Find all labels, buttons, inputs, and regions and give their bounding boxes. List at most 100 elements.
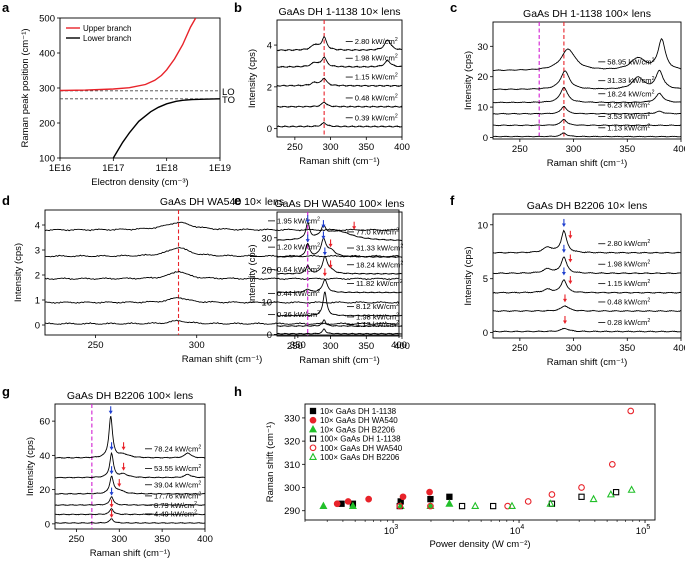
series-label: 11.82 kW/cm2: [356, 279, 403, 288]
x-tick-label: 250: [88, 340, 104, 351]
y-tick-label: 20: [261, 265, 272, 276]
series-label-text: 8.12 kW/cm: [356, 302, 396, 311]
series-label: 1.98 kW/cm2: [355, 54, 398, 63]
data-point: [365, 495, 372, 503]
y-tick-label: 4: [267, 41, 272, 52]
series-label-text: 0.36 kW/cm: [277, 310, 317, 319]
spectrum-line: [55, 475, 205, 495]
data-point: [608, 460, 616, 468]
y-axis-label: Intensity (cps): [247, 49, 258, 108]
series-label-exponent: 2: [652, 89, 655, 95]
y-axis-label: Intensity (cps): [13, 243, 24, 302]
x-tick-label: 350: [290, 340, 306, 351]
series-label-exponent: 2: [194, 501, 197, 507]
spectrum-line: [45, 247, 399, 258]
series-label: 31.33 kW/cm2: [607, 76, 654, 85]
series-label-exponent: 2: [395, 37, 398, 43]
y-tick-label: 300: [39, 84, 55, 95]
panel-title: GaAs DH WA540 100× lens: [274, 198, 404, 210]
series-label-exponent: 2: [647, 123, 650, 129]
series-label-exponent: 2: [395, 93, 398, 99]
series-label-text: 6.23 kW/cm: [607, 101, 647, 110]
series-label: 4.49 kW/cm2: [154, 509, 197, 518]
data-point: [490, 502, 497, 510]
series-label-text: 11.82 kW/cm: [356, 279, 400, 288]
series-label: 0.28 kW/cm2: [607, 318, 650, 327]
legend-label: 100× GaAs DH B2206: [320, 453, 400, 462]
spectrum-line: [493, 37, 681, 72]
panel-label-c: c: [450, 0, 457, 15]
series-label-text: 78.24 kW/cm: [154, 444, 198, 453]
series-label: 39.04 kW/cm2: [154, 480, 201, 489]
series-label-text: 3.53 kW/cm: [607, 112, 647, 121]
y-tick-label: 330: [284, 413, 300, 424]
spectrum-line: [277, 291, 402, 317]
spectrum-line: [277, 56, 402, 68]
data-point: [446, 493, 453, 500]
series-label-text: 0.48 kW/cm: [355, 93, 395, 102]
series-label-exponent: 2: [400, 244, 403, 250]
spectrum-line: [55, 518, 205, 524]
series-label-text: 0.39 kW/cm: [355, 113, 395, 122]
y-axis-label: Intensity (cps): [247, 244, 258, 303]
x-axis-label: Raman shift (cm⁻¹): [90, 548, 171, 559]
series-label: 6.23 kW/cm2: [607, 101, 650, 110]
series-label-exponent: 2: [400, 279, 403, 285]
spectrum-line: [277, 121, 402, 128]
spectrum-line: [277, 237, 402, 259]
spectrum-line: [493, 305, 681, 313]
y-tick-label: 60: [39, 417, 50, 428]
spectrum-line: [493, 106, 681, 115]
series-label: 53.55 kW/cm2: [154, 464, 201, 473]
peak-arrow-head: [322, 251, 327, 256]
peak-arrow-head: [568, 280, 573, 285]
series-label-exponent: 2: [317, 265, 320, 271]
y-tick-label: 4: [35, 221, 40, 232]
series-label: 0.64 kW/cm2: [277, 265, 320, 274]
x-tick-label: 1E16: [49, 163, 71, 174]
y-tick-label: 30: [261, 233, 272, 244]
data-point: [333, 500, 341, 508]
series-label: 3.53 kW/cm2: [607, 112, 650, 121]
series-label: 8.12 kW/cm2: [356, 302, 399, 311]
x-tick-label: 1E19: [209, 163, 231, 174]
peak-arrow-head: [562, 320, 567, 324]
spectrum-line: [493, 327, 681, 333]
series-label-text: 0.28 kW/cm: [607, 318, 647, 327]
series-label-exponent: 2: [395, 73, 398, 79]
panel-label-a: a: [2, 0, 10, 15]
series-label-exponent: 2: [198, 444, 201, 450]
y-tick-label: 10: [477, 220, 488, 231]
y-tick-label: 100: [39, 154, 55, 165]
y-tick-label: 2: [35, 271, 40, 282]
series-label-text: 17.76 kW/cm: [154, 491, 198, 500]
x-tick-exponent: 4: [520, 524, 524, 531]
peak-arrow-head: [109, 492, 114, 496]
series-label-text: 1.15 kW/cm: [607, 279, 647, 288]
y-tick-label: 0: [45, 519, 50, 530]
y-tick-label: 10: [261, 298, 272, 309]
data-point: [589, 494, 598, 503]
peak-arrow-head: [561, 271, 566, 276]
series-label-text: 0.44 kW/cm: [277, 289, 317, 298]
x-tick-label: 300: [111, 534, 127, 545]
series-label-text: 2.80 kW/cm: [355, 37, 395, 46]
peak-arrow-head: [121, 467, 126, 471]
x-tick-label: 400: [197, 534, 213, 545]
y-axis-label: Intensity (cps): [25, 437, 36, 496]
data-point: [344, 498, 352, 505]
spectrum-line: [45, 271, 399, 281]
x-axis-label: Raman shift (cm⁻¹): [299, 156, 380, 167]
x-axis-label: Raman shift (cm⁻¹): [547, 357, 628, 368]
series-label-text: 39.04 kW/cm: [154, 480, 198, 489]
series-label-text: 31.33 kW/cm: [356, 244, 400, 253]
series-label: 77.0 kW/cm2: [356, 227, 399, 236]
data-point: [458, 502, 466, 510]
legend-label: Lower branch: [83, 34, 131, 43]
peak-arrow-head: [322, 272, 327, 277]
legend-marker: [308, 424, 318, 433]
y-tick-label: 500: [39, 14, 55, 25]
series-label: 1.95 kW/cm2: [277, 216, 320, 225]
series-label-text: 4.49 kW/cm: [154, 509, 194, 518]
